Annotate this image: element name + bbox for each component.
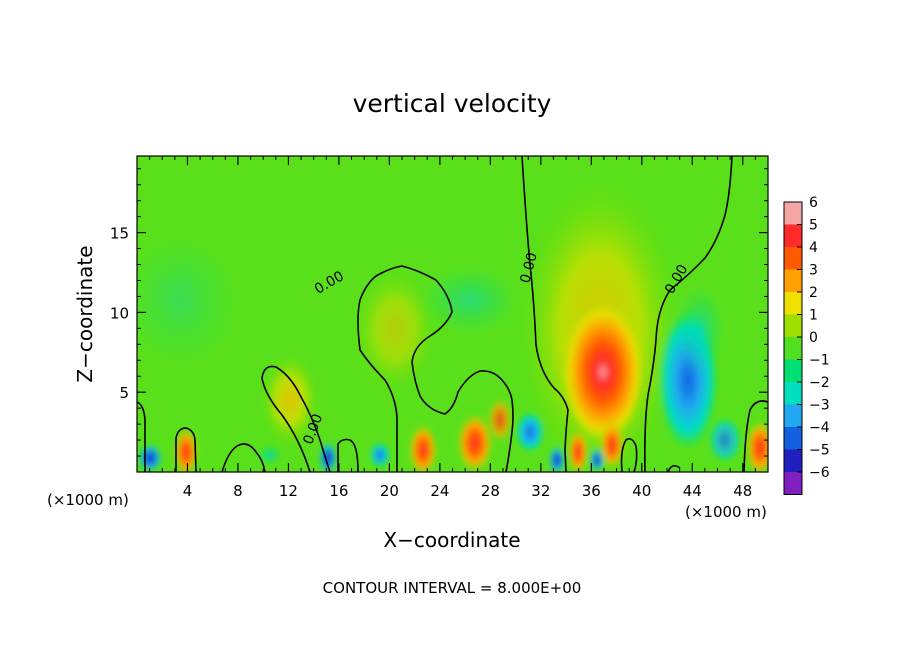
colorbar-swatch [784, 472, 802, 495]
colorbar-swatch [784, 427, 802, 450]
colorbar-swatch [784, 269, 802, 293]
colorbar-swatch [784, 449, 802, 473]
x-axis: 4 8 12 16 20 24 28 32 36 40 44 48 [149, 156, 756, 500]
y-axis-label: Z−coordinate [73, 245, 97, 382]
colorbar-label: 0 [809, 330, 818, 346]
colorbar-label: 2 [809, 285, 818, 301]
chart-title: vertical velocity [353, 89, 552, 118]
x-tick-label: 40 [632, 482, 651, 500]
x-tick-label: 16 [329, 482, 348, 500]
colorbar-swatch [784, 224, 802, 248]
colorbar-label: 4 [809, 240, 818, 256]
y-axis: 5 10 15 [110, 168, 768, 457]
y-tick-label: 5 [119, 384, 129, 402]
x-tick-label: 24 [430, 482, 449, 500]
colorbar-swatch [784, 202, 802, 225]
colorbar-label: −2 [809, 375, 830, 391]
colorbar-label: −5 [809, 443, 830, 459]
colorbar-frame [783, 201, 803, 495]
colorbar-swatch [784, 382, 802, 405]
x-axis-label: X−coordinate [383, 528, 520, 552]
colorbar-label: 6 [809, 195, 818, 211]
colorbar-swatch [784, 292, 802, 315]
contour-interval-note: CONTOUR INTERVAL = 8.000E+00 [323, 579, 582, 597]
x-axis-unit-right: (×1000 m) [685, 503, 767, 521]
colorbar-label: 1 [809, 308, 818, 324]
colorbar: 6 5 4 3 2 1 0 −1 −2 −3 −4 −5 −6 [783, 195, 830, 495]
colorbar-label: 5 [809, 218, 818, 234]
x-axis-unit-left: (×1000 m) [47, 491, 129, 509]
colorbar-label: −1 [809, 353, 830, 369]
x-tick-label: 28 [481, 482, 500, 500]
colorbar-swatch [784, 404, 802, 428]
colorbar-swatch [784, 247, 802, 270]
colorbar-swatch [784, 337, 802, 360]
x-tick-label: 36 [582, 482, 601, 500]
contour-label: 0.00 [517, 251, 541, 285]
x-tick-label: 44 [683, 482, 702, 500]
colorbar-label: −3 [809, 398, 830, 414]
x-tick-label: 12 [279, 482, 298, 500]
zero-contours [137, 156, 768, 472]
colorbar-label: 3 [809, 263, 818, 279]
x-tick-label: 8 [233, 482, 243, 500]
x-tick-label: 4 [183, 482, 193, 500]
colorbar-swatch [784, 314, 802, 338]
colorbar-label: −4 [809, 420, 830, 436]
y-tick-label: 10 [110, 304, 129, 322]
colorbar-swatch [784, 359, 802, 383]
x-tick-label: 20 [380, 482, 399, 500]
y-tick-label: 15 [110, 225, 129, 243]
colorbar-label: −6 [809, 465, 830, 481]
x-tick-label: 48 [733, 482, 752, 500]
x-tick-label: 32 [531, 482, 550, 500]
velocity-field [137, 156, 768, 472]
